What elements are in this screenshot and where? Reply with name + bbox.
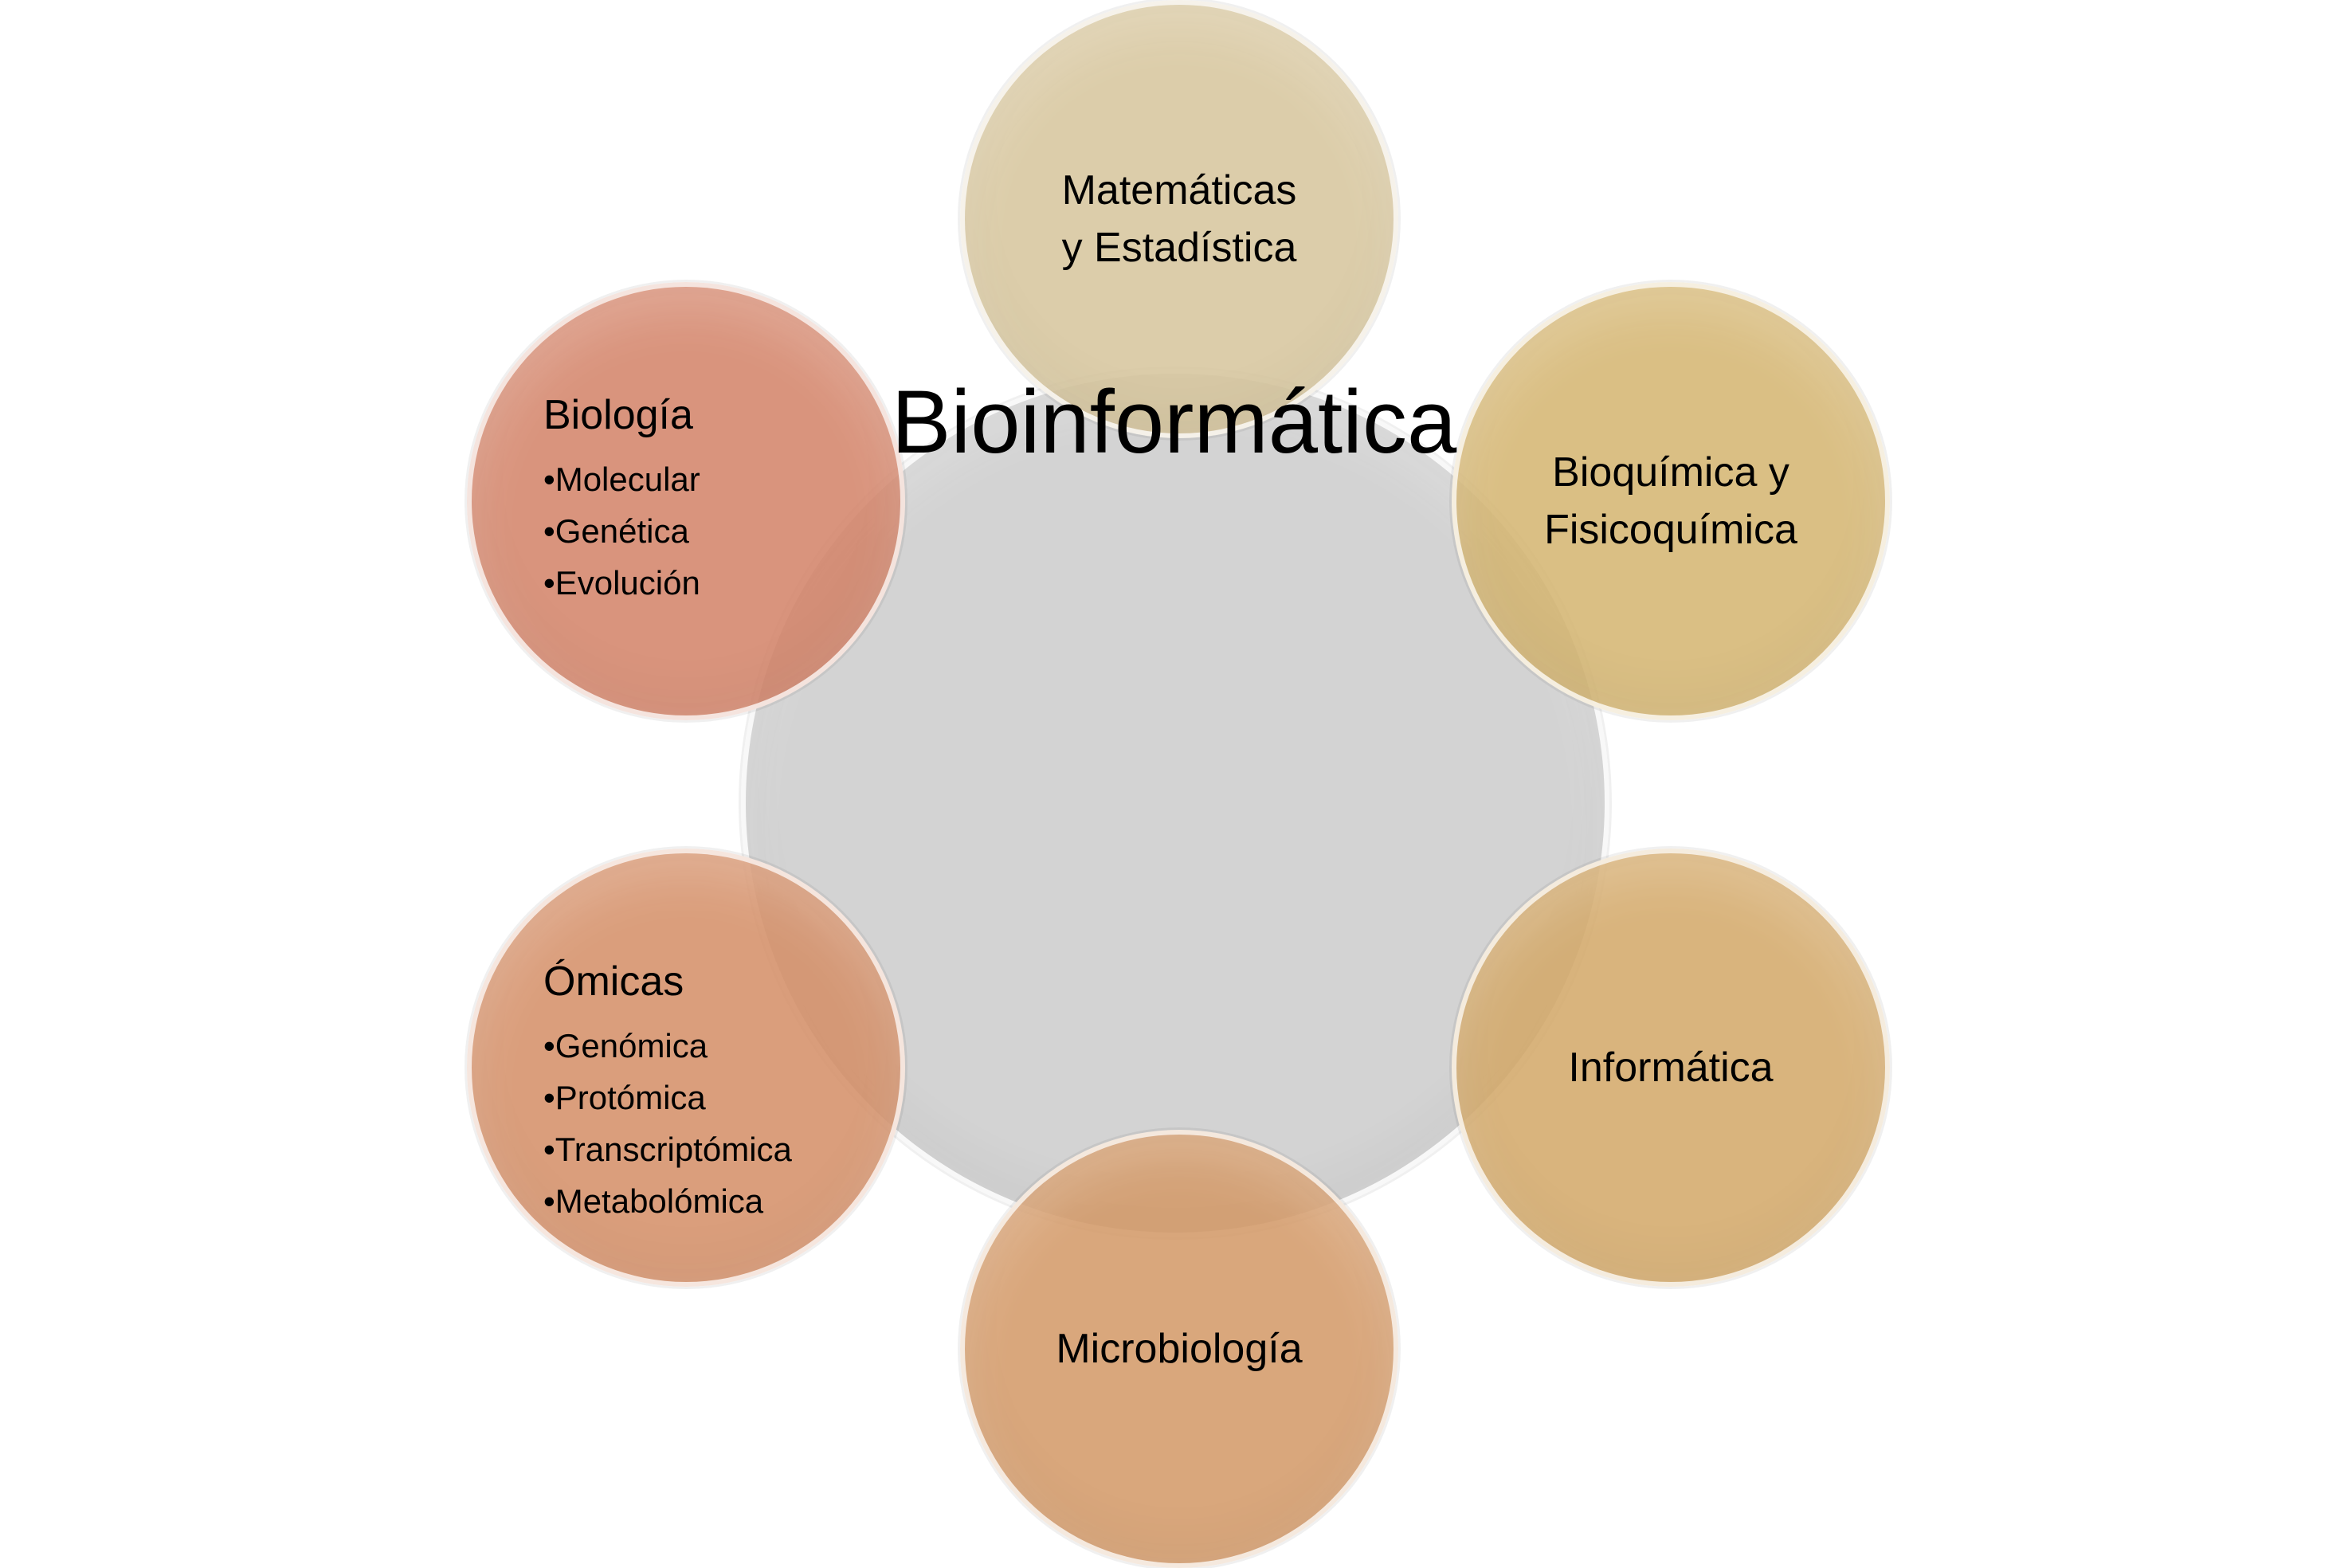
list-item: •Evolución [543,564,700,602]
node-label: Microbiología [997,1320,1362,1378]
node-label-line-2: y Estadística [1061,225,1297,271]
node-label-line-2: Fisicoquímica [1544,507,1797,553]
node-label: Bioquímica y Fisicoquímica [1488,444,1853,559]
node-item-list: •Genómica •Protómica •Transcriptómica •M… [543,1020,876,1227]
list-item: •Transcriptómica [543,1131,792,1168]
node-item-list: •Molecular •Genética •Evolución [543,453,876,609]
node-label: Informática [1488,1039,1853,1096]
list-item: •Genética [543,512,689,550]
node-bioquimica-fisicoquimica: Bioquímica y Fisicoquímica [1452,282,1890,720]
node-biologia: Biología •Molecular •Genética •Evolución [467,282,905,720]
list-item: •Protómica [543,1079,706,1116]
node-label: Matemáticas y Estadística [997,162,1362,276]
node-label-line-1: Matemáticas [1061,167,1297,214]
list-item: •Genómica [543,1027,708,1064]
node-matematicas-estadistica: Matemáticas y Estadística [960,0,1398,438]
node-title: Ómicas [543,958,684,1005]
node-label: Ómicas •Genómica •Protómica •Transcriptó… [543,953,876,1227]
list-item: •Metabolómica [543,1182,764,1220]
node-microbiologia: Microbiología [960,1130,1398,1568]
node-omicas: Ómicas •Genómica •Protómica •Transcriptó… [467,849,905,1287]
node-informatica: Informática [1452,849,1890,1287]
node-label-line-1: Microbiología [1056,1326,1303,1372]
node-label: Biología •Molecular •Genética •Evolución [543,386,876,609]
node-label-line-1: Bioquímica y [1552,449,1789,496]
node-title: Biología [543,392,693,438]
list-item: •Molecular [543,461,700,498]
center-title: Bioinformática [891,372,1457,472]
node-label-line-1: Informática [1568,1045,1774,1091]
